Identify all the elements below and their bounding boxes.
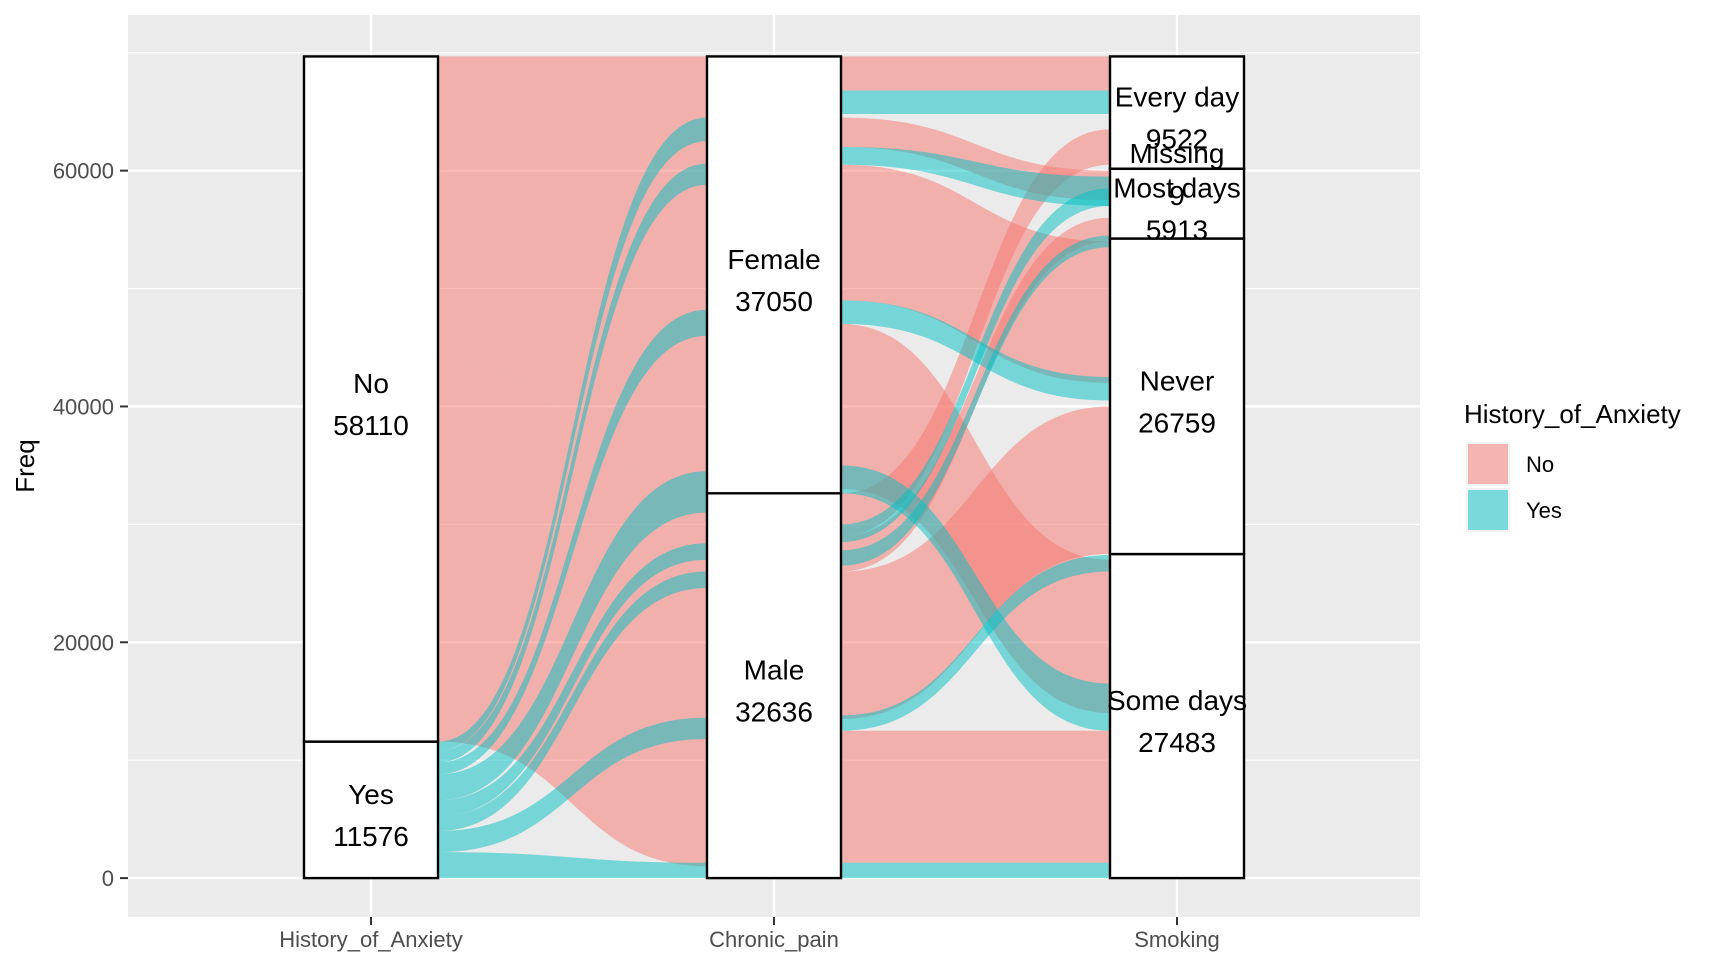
stratum-box (1108, 55, 1246, 170)
y-tick-label: 20000 (53, 630, 114, 655)
stratum-count: 5913 (1146, 215, 1208, 246)
stratum-name: Some days (1107, 685, 1247, 716)
stratum-name: Every day (1115, 82, 1240, 113)
stratum-name: Missing (1130, 138, 1225, 169)
alluvium-flows (438, 56, 1110, 879)
x-tick-label: Smoking (1134, 927, 1220, 952)
stratum-name: Most days (1113, 173, 1241, 204)
flow-yes (841, 235, 1110, 566)
flow-yes (438, 309, 707, 775)
flow-yes (841, 555, 1110, 731)
flow-yes (438, 852, 707, 879)
legend-label: No (1526, 452, 1554, 477)
flow-yes (841, 862, 1110, 879)
stratum-count: 58110 (333, 410, 409, 441)
flow-yes (841, 90, 1110, 115)
stratum-labels: Yes 11576 No 58110 Male 32636 Female 37050 Some … (333, 82, 1247, 852)
stratum-box (705, 55, 843, 495)
stratum-count: 26759 (1138, 407, 1216, 438)
legend-key-yes (1468, 490, 1508, 530)
y-tick-label: 0 (102, 866, 114, 891)
stratum-name: Male (744, 655, 805, 686)
flow-yes (438, 543, 707, 817)
flow-yes (841, 300, 1110, 401)
stratum-box (302, 55, 440, 743)
y-tick-label: 60000 (53, 159, 114, 184)
y-axis: 0 20000 40000 60000 (53, 159, 128, 891)
x-tick-label: History_of_Anxiety (279, 927, 462, 952)
stratum-box (1108, 167, 1246, 240)
stratum-name: Never (1140, 365, 1215, 396)
stratum-count: 9 (1169, 180, 1185, 211)
legend: History_of_Anxiety No Yes (1464, 399, 1681, 532)
flow-no (841, 164, 1110, 383)
flow-yes (438, 571, 707, 831)
legend-key-no (1468, 444, 1508, 484)
flow-yes (438, 163, 707, 763)
stratum-count: 32636 (735, 697, 813, 728)
flow-no (841, 730, 1110, 863)
legend-title: History_of_Anxiety (1464, 399, 1681, 429)
stratum-name: No (353, 368, 389, 399)
x-tick-label: Chronic_pain (709, 927, 839, 952)
y-axis-title: Freq (10, 439, 40, 492)
stratum-count: 11576 (333, 821, 409, 852)
stratum-name: Female (727, 244, 820, 275)
flow-yes (438, 471, 707, 801)
stratum-count: 9522 (1146, 124, 1208, 155)
flow-yes (438, 117, 707, 751)
stratum-count: 27483 (1138, 727, 1216, 758)
stratum-box (302, 740, 440, 880)
stratum-box (1108, 552, 1246, 880)
legend-label: Yes (1526, 498, 1562, 523)
x-axis: History_of_Anxiety Chronic_pain Smoking (279, 917, 1220, 952)
flow-no (841, 56, 1110, 91)
flow-yes (841, 465, 1110, 731)
flow-no (841, 323, 1110, 714)
y-tick-label: 40000 (53, 394, 114, 419)
stratum-count: 37050 (735, 286, 813, 317)
flow-yes (841, 147, 1110, 207)
flow-yes (438, 717, 707, 853)
stratum-box (1108, 237, 1246, 556)
strata-boxes (302, 55, 1246, 880)
flow-yes (841, 188, 1110, 543)
stratum-name: Yes (348, 779, 394, 810)
stratum-box (705, 492, 843, 880)
